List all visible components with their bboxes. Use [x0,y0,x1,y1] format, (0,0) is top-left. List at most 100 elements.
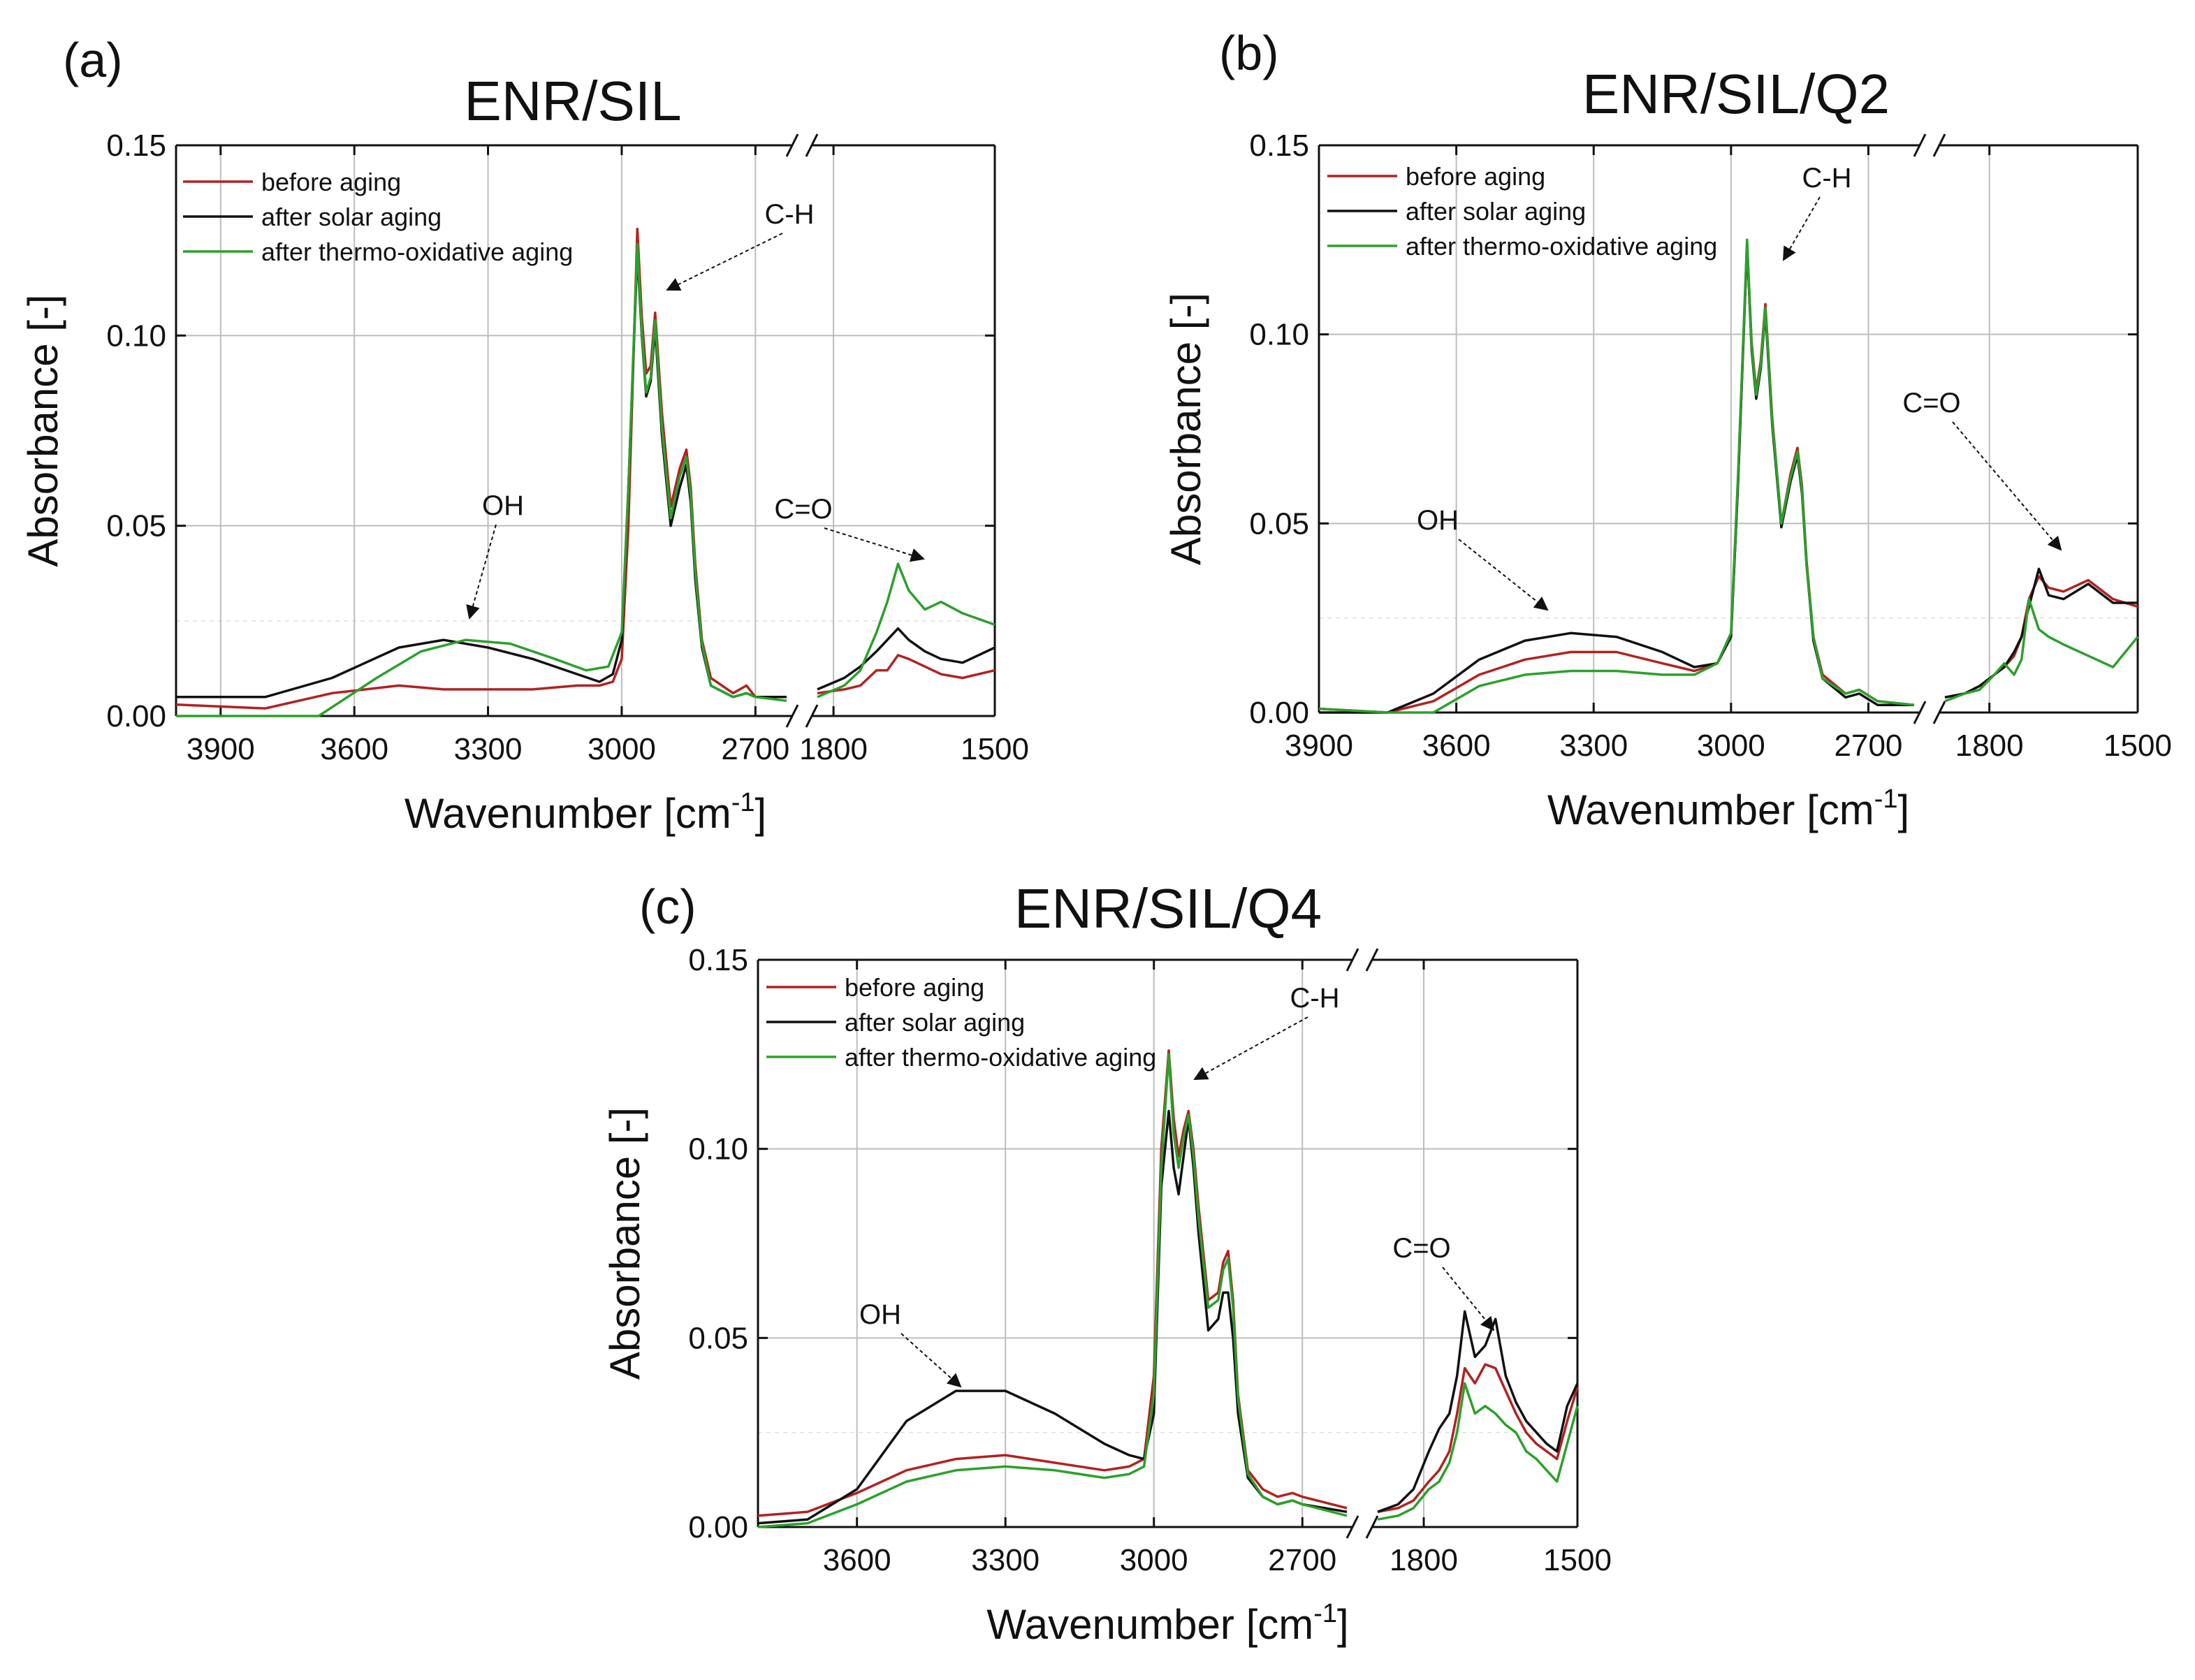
x-tick-label: 1500 [961,732,1029,766]
series-line-before [757,1049,1348,1517]
y-tick-label: 0.10 [106,319,166,353]
x-axis-title-main: Wavenumber [cm [1547,787,1874,833]
x-axis-title: Wavenumber [cm-1] [404,788,766,837]
legend-label: after thermo-oxidative aging [261,238,573,266]
series-line-before [1318,242,1915,714]
y-tick-label: 0.05 [688,1321,748,1355]
annotation-label: C=O [774,494,832,525]
annotation-arrow [466,524,497,620]
axis-break-mark [1365,1515,1379,1539]
series-line-before [817,654,996,695]
series-line-thermo [176,242,787,717]
x-axis-title-main: Wavenumber [cm [404,790,731,837]
annotation-arrow [1782,196,1821,261]
x-axis-title-main: Wavenumber [cm [986,1601,1313,1648]
x-tick-label: 3000 [588,732,656,766]
chart-panel-3: 0.00 0.05 0.10 0.15 3600 3300 3000 2700 1800 1500… [601,877,1612,1648]
y-tick-label: 0.05 [106,509,166,543]
y-tick-label: 0.00 [688,1510,748,1544]
y-tick-label: 0.05 [1249,506,1309,541]
x-axis-title: Wavenumber [cm-1] [1547,784,1909,833]
annotation-label: OH [1417,505,1459,536]
legend-label: before aging [261,168,401,196]
y-tick-label: 0.10 [1249,318,1309,352]
annotation-arrow [666,233,783,291]
x-axis-title-end: ] [1337,1601,1349,1648]
series-line-solar [757,1109,1348,1525]
axis-break-mark [1346,1515,1359,1539]
series-line-thermo [757,1053,1348,1528]
annotation-label: OH [482,490,524,521]
x-tick-label: 3900 [187,732,255,766]
legend-label: after solar aging [1406,197,1586,226]
panel-title: ENR/SIL [464,70,681,132]
series-line-before [1377,1363,1579,1514]
x-tick-label: 2700 [1835,729,1903,763]
x-axis-title-end: ] [755,790,767,837]
x-tick-label: 1500 [1543,1543,1612,1577]
series-line-thermo [1377,1382,1579,1521]
x-tick-label: 3600 [1422,729,1491,763]
x-tick-label: 2700 [721,732,789,766]
axis-break-mark [805,133,819,157]
x-axis-title-superscript: -1 [1874,784,1898,814]
x-axis-title-superscript: -1 [731,788,755,817]
annotation-label: C-H [1802,163,1851,193]
y-axis-title: Absorbance [-] [601,1107,648,1380]
x-tick-label: 1800 [1955,729,2024,763]
annotation-arrow [1193,1016,1308,1080]
chart-panel-1: 0.00 0.05 0.10 0.15 3900 3600 3300 3000 2700 1800… [20,33,1029,837]
legend-label: after thermo-oxidative aging [1406,232,1717,261]
panel-title: ENR/SIL/Q2 [1582,63,1890,125]
series-line-before [175,228,787,710]
x-tick-label: 3300 [1559,729,1628,763]
legend-label: after thermo-oxidative aging [845,1043,1156,1072]
axis-break-mark [1346,948,1359,972]
annotation-arrow [824,527,925,562]
series-line-thermo [817,562,996,699]
series-line-solar [817,627,996,691]
panel-letter: (a) [63,33,123,87]
panel-title: ENR/SIL/Q4 [1014,877,1322,940]
axis-break-mark [785,704,799,728]
chart-panel-2: 0.00 0.05 0.10 0.15 3900 3600 3300 3000 2700 1800… [1162,26,2172,833]
axis-break-mark [1913,133,1927,157]
axis-break-mark [1932,701,1946,724]
x-tick-label: 3300 [971,1543,1040,1577]
axis-break-mark [805,704,819,728]
annotation-label: OH [859,1299,901,1330]
legend-label: before aging [845,973,984,1002]
x-tick-label: 3900 [1285,729,1353,763]
series-line-thermo [1318,238,1915,714]
panel-letter: (c) [639,879,697,934]
axis-break-mark [1932,133,1946,157]
panel-letter: (b) [1219,26,1279,80]
legend-label: after solar aging [261,203,442,231]
x-tick-label: 2700 [1268,1543,1336,1577]
x-axis-title-superscript: -1 [1313,1599,1337,1628]
x-tick-label: 3300 [454,732,523,766]
y-tick-label: 0.00 [106,699,166,733]
series-line-solar [1377,1310,1579,1513]
x-tick-label: 1500 [2103,729,2172,763]
series-line-thermo [1944,597,2139,703]
y-tick-label: 0.00 [1249,696,1309,730]
axis-break-mark [1365,948,1379,972]
x-tick-label: 3600 [320,732,388,766]
axis-break-mark [785,133,799,157]
y-tick-label: 0.15 [106,129,166,163]
x-axis-title: Wavenumber [cm-1] [986,1599,1348,1648]
annotation-label: C-H [764,199,814,230]
axis-break-mark [1913,701,1927,724]
annotation-arrow [1442,1266,1495,1331]
annotation-arrow [900,1333,962,1388]
y-tick-label: 0.10 [688,1132,748,1167]
annotation-label: C-H [1290,983,1339,1014]
x-tick-label: 3000 [1697,729,1765,763]
series-line-solar [176,250,787,699]
x-axis-title-end: ] [1898,787,1910,833]
x-tick-label: 1800 [1390,1543,1458,1577]
series-line-before [1944,575,2138,699]
